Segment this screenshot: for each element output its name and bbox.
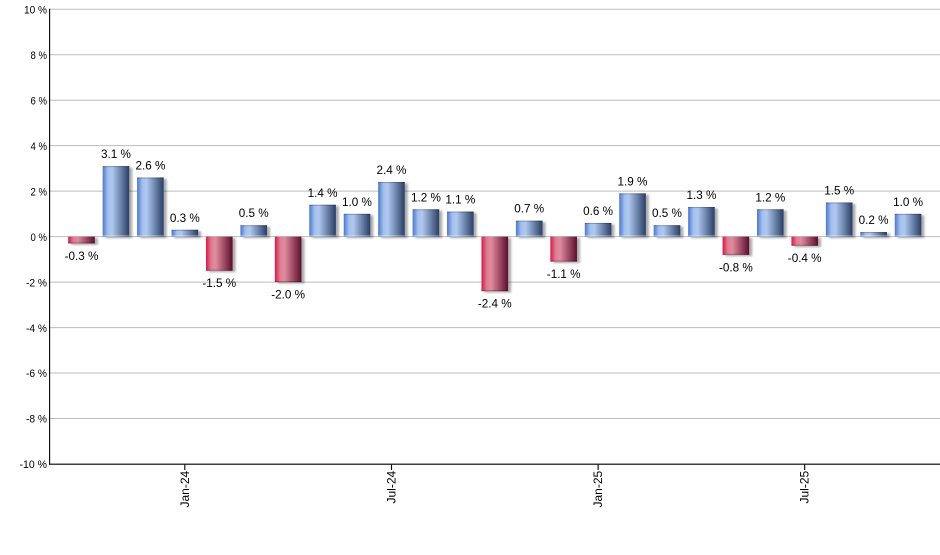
svg-text:-4 %: -4 % bbox=[26, 323, 47, 335]
svg-text:1.2 %: 1.2 % bbox=[755, 191, 785, 204]
svg-text:-2 %: -2 % bbox=[26, 277, 47, 289]
svg-text:1.0 %: 1.0 % bbox=[342, 196, 372, 209]
svg-text:1.9 %: 1.9 % bbox=[618, 175, 648, 188]
svg-text:0.5 %: 0.5 % bbox=[239, 207, 269, 220]
svg-text:0.7 %: 0.7 % bbox=[514, 203, 544, 216]
svg-text:-0.3 %: -0.3 % bbox=[65, 250, 99, 263]
svg-text:Jul-24: Jul-24 bbox=[385, 470, 399, 503]
svg-text:Jan-24: Jan-24 bbox=[178, 470, 192, 507]
svg-text:10 %: 10 % bbox=[24, 4, 47, 16]
svg-text:-10 %: -10 % bbox=[20, 459, 48, 471]
svg-text:-6 %: -6 % bbox=[26, 368, 47, 380]
svg-text:8 %: 8 % bbox=[31, 50, 48, 62]
svg-text:1.4 %: 1.4 % bbox=[308, 187, 338, 200]
svg-text:Jan-25: Jan-25 bbox=[591, 470, 605, 507]
svg-text:0.5 %: 0.5 % bbox=[652, 207, 682, 220]
svg-text:2.6 %: 2.6 % bbox=[135, 160, 165, 173]
svg-text:1.5 %: 1.5 % bbox=[824, 185, 854, 198]
svg-text:3.1 %: 3.1 % bbox=[101, 148, 131, 161]
svg-text:2 %: 2 % bbox=[31, 186, 48, 198]
svg-text:-2.0 %: -2.0 % bbox=[271, 289, 305, 302]
svg-text:6 %: 6 % bbox=[31, 95, 48, 107]
svg-text:1.2 %: 1.2 % bbox=[411, 191, 441, 204]
svg-text:-2.4 %: -2.4 % bbox=[478, 298, 512, 311]
svg-text:-8 %: -8 % bbox=[26, 414, 47, 426]
svg-text:4 %: 4 % bbox=[31, 141, 48, 153]
svg-text:-1.5 %: -1.5 % bbox=[202, 277, 236, 290]
svg-text:1.3 %: 1.3 % bbox=[686, 189, 716, 202]
svg-text:0.2 %: 0.2 % bbox=[859, 214, 889, 227]
svg-text:1.0 %: 1.0 % bbox=[893, 196, 923, 209]
svg-text:1.1 %: 1.1 % bbox=[445, 194, 475, 207]
svg-text:-0.4 %: -0.4 % bbox=[788, 252, 822, 265]
svg-text:0.6 %: 0.6 % bbox=[583, 205, 613, 218]
svg-text:0 %: 0 % bbox=[31, 232, 48, 244]
svg-text:Jul-25: Jul-25 bbox=[798, 470, 812, 503]
svg-text:0.3 %: 0.3 % bbox=[170, 212, 200, 225]
svg-text:-0.8 %: -0.8 % bbox=[719, 261, 753, 274]
svg-text:-1.1 %: -1.1 % bbox=[547, 268, 581, 281]
svg-text:2.4 %: 2.4 % bbox=[377, 164, 407, 177]
